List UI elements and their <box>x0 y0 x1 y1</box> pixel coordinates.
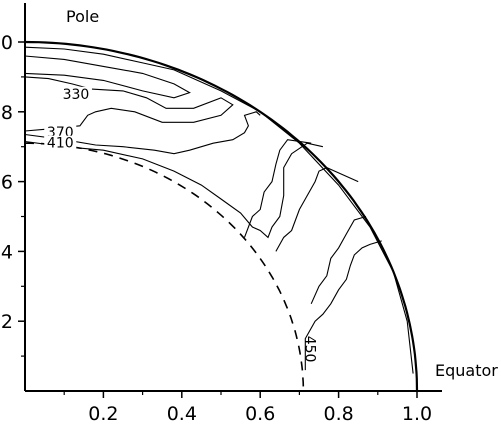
contour-label-bg <box>59 86 92 101</box>
contour-line <box>243 139 312 238</box>
contour-label: 410 <box>47 136 74 152</box>
y-tick-label: 0.8 <box>0 102 13 124</box>
y-tick-group: 0.2 0.4 0.6 0.8 1.0 <box>0 32 25 357</box>
contour-line <box>24 140 324 239</box>
y-tick-label: 0.2 <box>0 311 13 333</box>
y-tick-label: 0.6 <box>0 172 13 194</box>
contour-line <box>24 76 234 132</box>
x-tick-label: 0.8 <box>323 403 353 425</box>
contour-line <box>24 46 414 374</box>
axes <box>24 3 442 392</box>
contour-line <box>275 166 359 252</box>
y-tick-label: 0.4 <box>0 241 13 263</box>
contour-line <box>24 111 261 155</box>
contour-line <box>24 55 191 99</box>
x-tick-label: 1.0 <box>402 403 432 425</box>
y-axis-label: Pole <box>66 7 99 26</box>
contour-label: 450 <box>301 336 317 363</box>
x-tick-label: 0.6 <box>245 403 275 425</box>
contour-label: 330 <box>63 87 90 103</box>
x-tick-label: 0.2 <box>88 403 118 425</box>
outer-boundary-arc <box>24 40 419 392</box>
x-tick-label: 0.4 <box>167 403 197 425</box>
y-tick-label: 1.0 <box>0 32 13 54</box>
x-axis-label: Equator <box>435 361 498 380</box>
x-tick-group: 0.2 0.4 0.6 0.8 1.0 <box>63 391 432 425</box>
contour-lines <box>24 46 414 374</box>
contour-line <box>304 240 382 371</box>
contour-line <box>310 215 367 305</box>
contour-label-bg <box>44 135 77 150</box>
inner-boundary-arc <box>25 142 305 391</box>
